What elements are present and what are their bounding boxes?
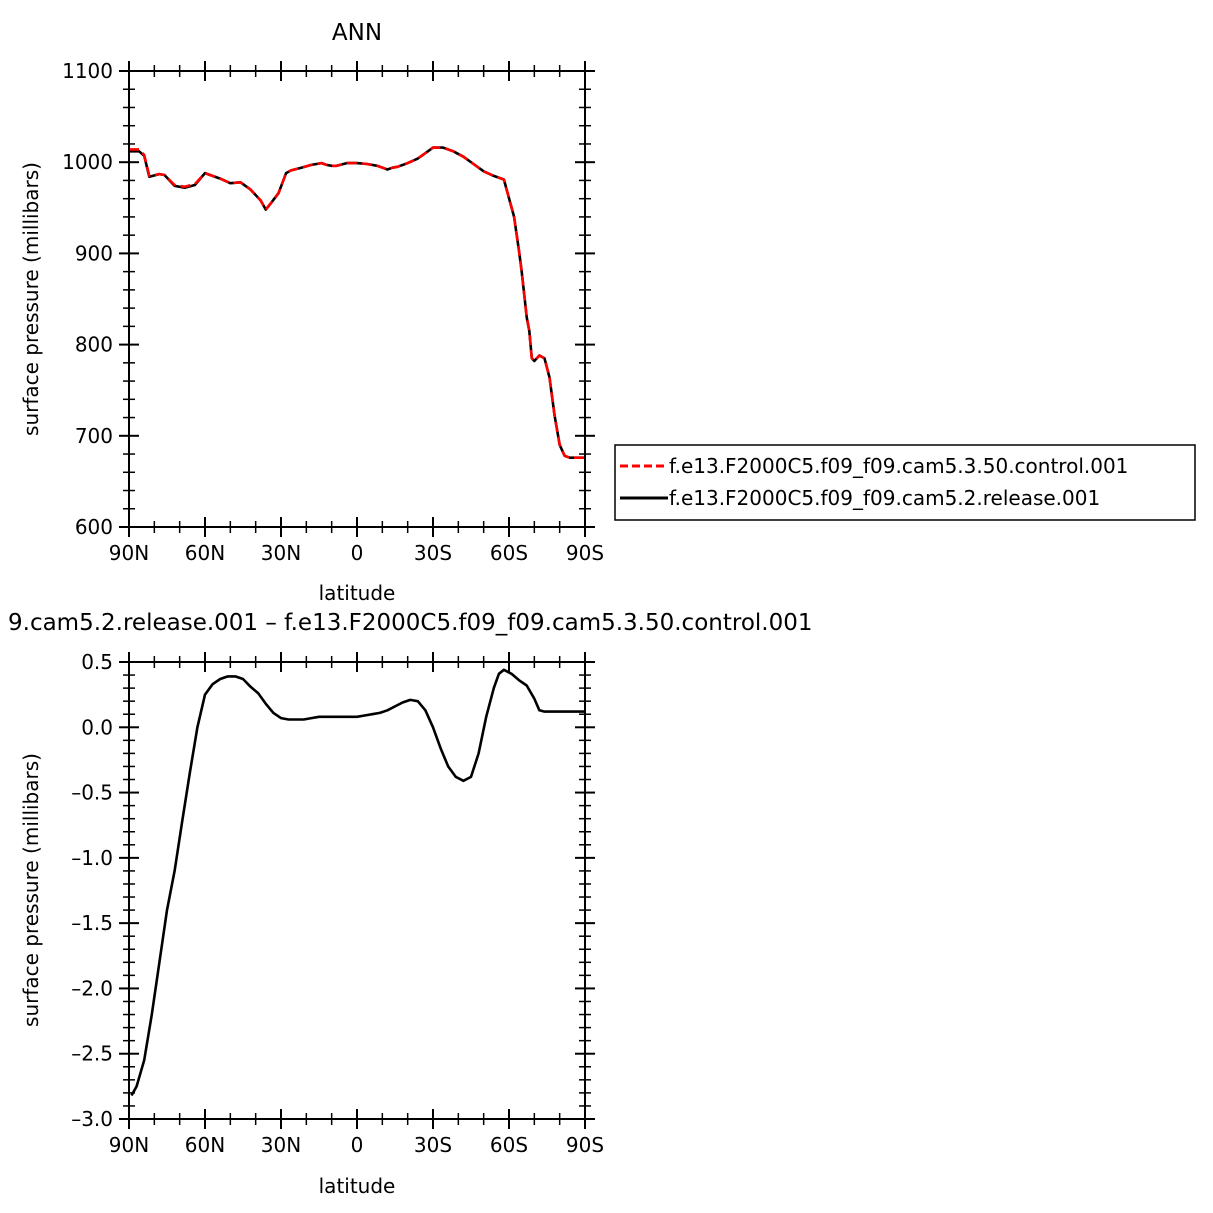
x-tick-label: 60N [185, 1133, 225, 1157]
legend-box [614, 444, 1196, 521]
top-series-line-0 [129, 146, 585, 459]
y-tick-label: 800 [75, 333, 113, 357]
y-tick-label: –0.5 [71, 781, 113, 805]
bottom-panel: 9.cam5.2.release.001 – f.e13.F2000C5.f09… [8, 610, 813, 1198]
y-tick-label: –1.0 [71, 846, 113, 870]
top-panel: ANN 90N 60N 30N 0 30S 60S 90S 600 700 800 900 1000 1… [19, 20, 604, 605]
bottom-x-axis-title: latitude [319, 1174, 396, 1198]
y-tick-label: 0.5 [81, 650, 113, 674]
y-tick-label: 700 [75, 424, 113, 448]
legend: f.e13.F2000C5.f09_f09.cam5.3.50.control.… [614, 444, 1196, 521]
y-tick-label: –2.5 [71, 1042, 113, 1066]
y-tick-label: 1000 [62, 150, 113, 174]
bottom-chart-title: 9.cam5.2.release.001 – f.e13.F2000C5.f09… [8, 610, 813, 636]
y-tick-label: 900 [75, 241, 113, 265]
legend-label-release: f.e13.F2000C5.f09_f09.cam5.2.release.001 [669, 486, 1100, 510]
x-tick-label: 30S [414, 1133, 452, 1157]
top-axes-group: 90N 60N 30N 0 30S 60S 90S 600 700 800 900 1000 1100 [62, 59, 604, 565]
legend-label-control: f.e13.F2000C5.f09_f09.cam5.3.50.control.… [669, 454, 1128, 478]
x-tick-label: 90S [566, 1133, 604, 1157]
bottom-series-group [130, 668, 585, 1097]
x-tick-label: 90N [109, 541, 149, 565]
bottom-axes-group: 90N 60N 30N 0 30S 60S 90S 0.5 0.0 –0.5 –1.0 –1.5 –2.… [71, 650, 604, 1157]
x-tick-label: 30N [261, 541, 301, 565]
y-tick-label: 1100 [62, 59, 113, 83]
y-tick-label: –3.0 [71, 1107, 113, 1131]
top-chart-title: ANN [332, 20, 382, 46]
bottom-series-line-0 [130, 668, 585, 1097]
top-plot-frame [128, 70, 586, 528]
y-tick-label: –2.0 [71, 976, 113, 1000]
x-tick-label: 90S [566, 541, 604, 565]
top-y-axis-title: surface pressure (millibars) [19, 162, 43, 436]
x-tick-label: 0 [351, 1133, 364, 1157]
top-series-line-1 [129, 146, 585, 459]
x-tick-label: 90N [109, 1133, 149, 1157]
y-tick-label: 0.0 [81, 715, 113, 739]
x-tick-label: 30N [261, 1133, 301, 1157]
x-tick-label: 60S [490, 541, 528, 565]
y-tick-label: –1.5 [71, 911, 113, 935]
x-tick-label: 30S [414, 541, 452, 565]
x-tick-label: 60N [185, 541, 225, 565]
x-tick-label: 60S [490, 1133, 528, 1157]
x-tick-label: 0 [351, 541, 364, 565]
y-tick-label: 600 [75, 515, 113, 539]
top-series-group [129, 146, 585, 459]
bottom-y-axis-title: surface pressure (millibars) [19, 753, 43, 1027]
top-x-axis-title: latitude [319, 581, 396, 605]
